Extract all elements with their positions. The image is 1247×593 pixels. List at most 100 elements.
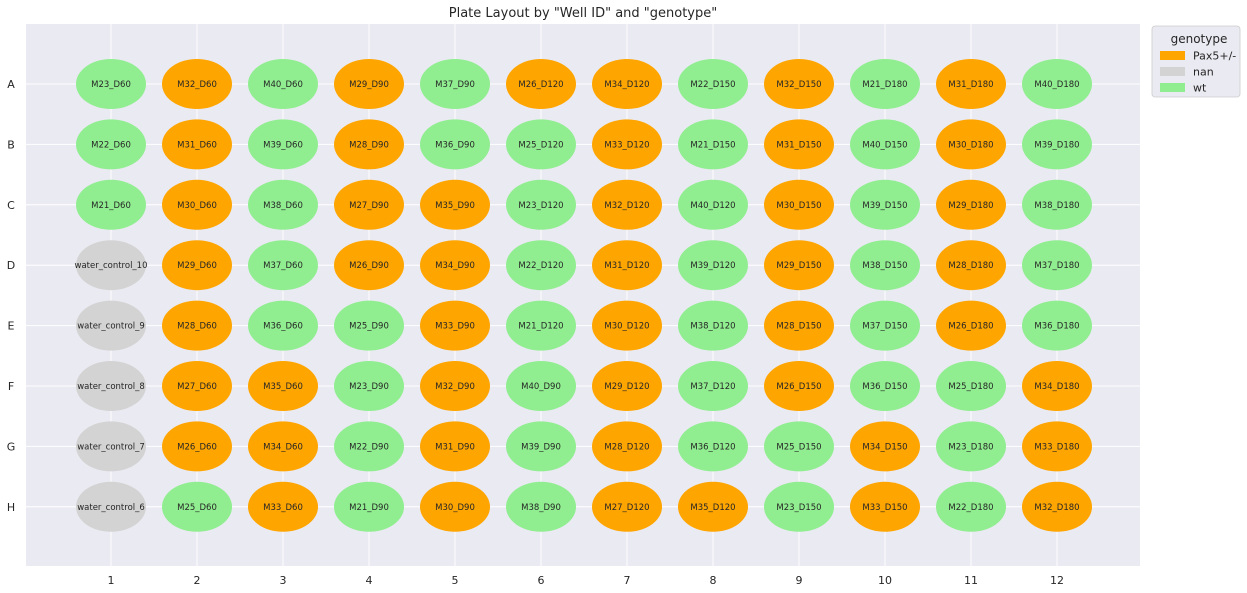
well-marker [162, 300, 232, 351]
well: M30_D150 [764, 179, 834, 230]
well-label: M38_D150 [862, 261, 907, 271]
well: M26_D90 [334, 240, 404, 291]
well-label: M22_D120 [518, 261, 563, 271]
well: M34_D150 [850, 421, 920, 472]
well-label: M34_D60 [263, 442, 303, 452]
well: M28_D90 [334, 119, 404, 170]
well-label: M28_D180 [948, 261, 993, 271]
well-label: water_control_6 [77, 503, 145, 513]
well: M38_D150 [850, 240, 920, 291]
well: M36_D90 [420, 119, 490, 170]
well: M29_D90 [334, 59, 404, 109]
well-label: M28_D120 [604, 442, 649, 452]
well-label: M36_D60 [263, 322, 303, 332]
well-label: M29_D90 [349, 80, 389, 90]
legend-label: Pax5+/- [1193, 50, 1236, 63]
well-marker [76, 179, 146, 230]
well: M25_D120 [506, 119, 576, 170]
y-tick-label: G [7, 440, 16, 453]
well-label: M23_D90 [349, 382, 389, 392]
well-label: M38_D90 [521, 503, 561, 513]
legend-box [1151, 25, 1241, 98]
well-marker [936, 59, 1006, 109]
well-label: M38_D120 [690, 322, 735, 332]
well: M30_D90 [420, 481, 490, 532]
well-label: M40_D150 [862, 140, 907, 150]
well-marker [334, 421, 404, 472]
well-marker [592, 179, 662, 230]
well-label: M30_D150 [776, 201, 821, 211]
x-tick-label: 1 [108, 574, 115, 587]
well-marker [248, 59, 318, 109]
well-marker [76, 119, 146, 170]
well-marker [76, 59, 146, 109]
well-marker [678, 361, 748, 411]
x-tick-label: 6 [538, 574, 545, 587]
well-marker [506, 179, 576, 230]
well-label: M40_D180 [1034, 80, 1079, 90]
y-tick-label: E [8, 320, 15, 333]
y-tick-label: D [7, 259, 15, 272]
well: M39_D60 [248, 119, 318, 170]
well-marker [248, 421, 318, 472]
well: M31_D180 [936, 59, 1006, 109]
well-label: M21_D150 [690, 140, 735, 150]
well-label: M21_D90 [349, 503, 389, 513]
well-marker [1022, 300, 1092, 351]
well: M29_D180 [936, 179, 1006, 230]
well-marker [764, 361, 834, 411]
well-label: M33_D90 [435, 322, 475, 332]
well: M32_D120 [592, 179, 662, 230]
well-marker [678, 240, 748, 291]
well-label: M35_D60 [263, 382, 303, 392]
well: M33_D60 [248, 481, 318, 532]
well-marker [248, 240, 318, 291]
well-marker [334, 481, 404, 532]
well-marker [592, 361, 662, 411]
well: M35_D60 [248, 361, 318, 411]
well-marker [1022, 59, 1092, 109]
well-marker [850, 59, 920, 109]
well-label: M39_D120 [690, 261, 735, 271]
well: M22_D60 [76, 119, 146, 170]
well-label: M33_D150 [862, 503, 907, 513]
well-label: M27_D60 [177, 382, 217, 392]
well-label: M29_D180 [948, 201, 993, 211]
x-tick-label: 2 [194, 574, 201, 587]
well-marker [678, 300, 748, 351]
well-label: M40_D60 [263, 80, 303, 90]
well-label: M32_D120 [604, 201, 649, 211]
well-label: M34_D150 [862, 442, 907, 452]
well-label: M28_D90 [349, 140, 389, 150]
y-tick-label: H [7, 501, 15, 514]
well-label: M25_D60 [177, 503, 217, 513]
well-label: M22_D150 [690, 80, 735, 90]
x-tick-labels: 1 2 3 4 5 6 7 8 9 10 11 12 [108, 574, 1065, 587]
legend-entries: Pax5+/- nan wt [1160, 50, 1236, 95]
well: M23_D180 [936, 421, 1006, 472]
well-marker [936, 179, 1006, 230]
well: M38_D180 [1022, 179, 1092, 230]
well: M36_D180 [1022, 300, 1092, 351]
well: M27_D60 [162, 361, 232, 411]
well: M37_D60 [248, 240, 318, 291]
legend-entry: nan [1160, 66, 1214, 79]
well-label: M30_D180 [948, 140, 993, 150]
well: M26_D180 [936, 300, 1006, 351]
well: water_control_8 [76, 361, 146, 411]
legend-label: wt [1193, 82, 1207, 95]
well: M38_D60 [248, 179, 318, 230]
well-marker [76, 481, 146, 532]
well-label: M27_D120 [604, 503, 649, 513]
well-marker [678, 421, 748, 472]
well-label: M39_D150 [862, 201, 907, 211]
well-label: M25_D150 [776, 442, 821, 452]
well-marker [420, 119, 490, 170]
well: M26_D60 [162, 421, 232, 472]
well-label: M28_D150 [776, 322, 821, 332]
x-tick-label: 12 [1050, 574, 1064, 587]
well-label: M29_D60 [177, 261, 217, 271]
well: M33_D150 [850, 481, 920, 532]
well: M36_D150 [850, 361, 920, 411]
well: M31_D90 [420, 421, 490, 472]
